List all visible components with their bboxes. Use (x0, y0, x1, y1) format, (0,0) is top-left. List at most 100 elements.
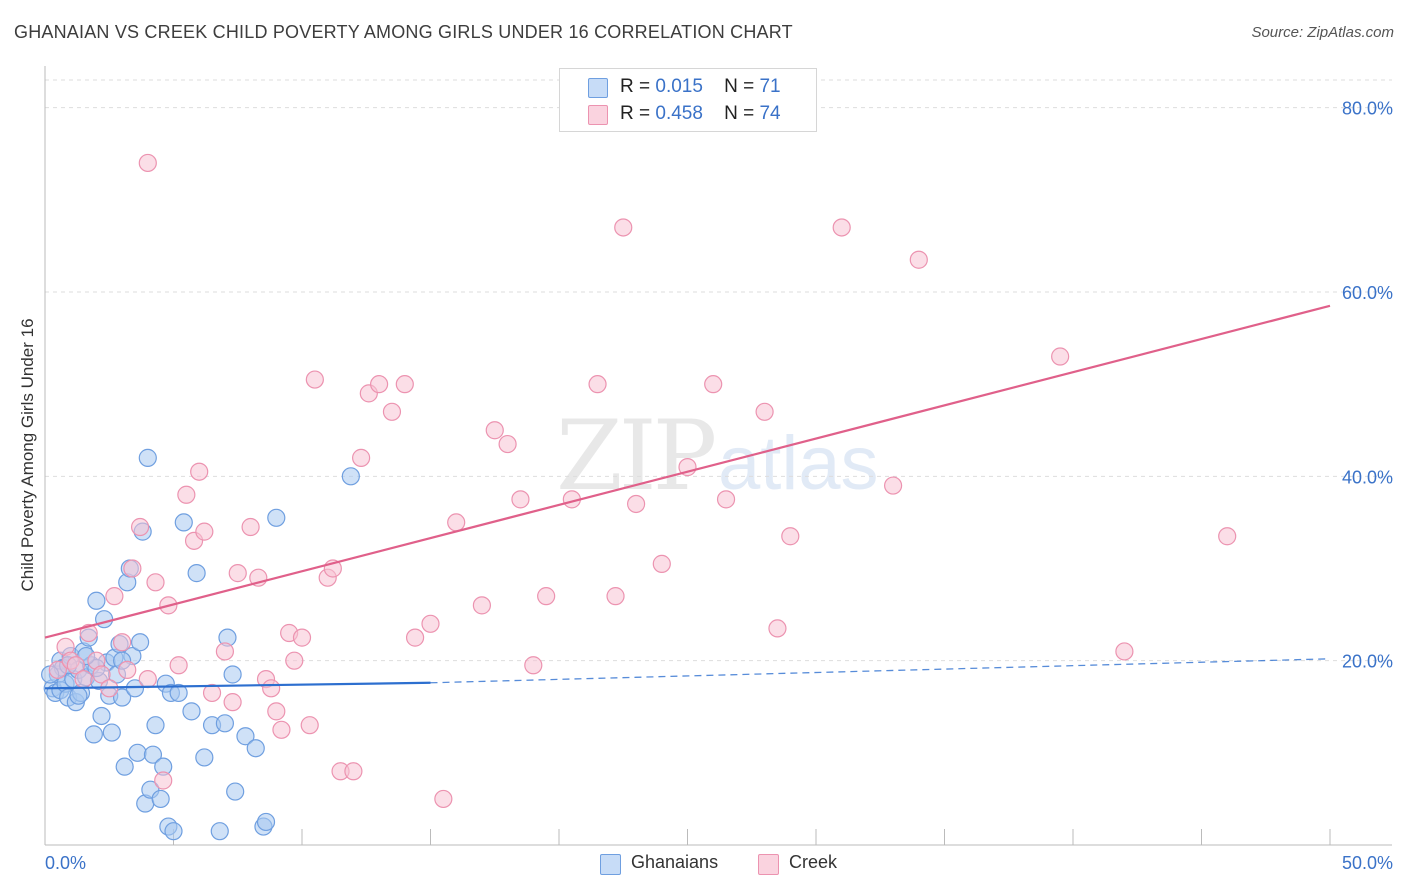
point-ghanaians (151, 789, 170, 809)
point-creek (405, 628, 425, 647)
point-ghanaians (267, 508, 286, 527)
point-creek (1218, 527, 1237, 546)
point-creek (626, 494, 646, 514)
point-ghanaians (130, 633, 150, 652)
point-creek (285, 651, 304, 670)
point-creek (447, 513, 466, 532)
point-ghanaians (223, 665, 242, 684)
correlation-legend: R = 0.015 N = 71 R = 0.458 N = 74 (559, 68, 817, 132)
point-creek (223, 693, 242, 712)
y-tick-label: 40.0% (1342, 467, 1393, 487)
point-creek (130, 517, 150, 537)
point-creek (606, 587, 625, 606)
legend-n-label: N = (724, 76, 755, 97)
point-creek (195, 522, 214, 541)
legend-swatch-creek (758, 854, 779, 875)
point-creek (472, 596, 491, 615)
point-creek (267, 702, 286, 721)
point-creek (66, 656, 85, 675)
legend-r-label: R = (620, 76, 651, 97)
point-creek (177, 485, 196, 504)
point-creek (138, 669, 157, 689)
point-creek (511, 490, 530, 509)
point-creek (190, 462, 209, 481)
point-ghanaians (256, 812, 276, 832)
chart-title: GHANAIAN VS CREEK CHILD POVERTY AMONG GI… (14, 22, 793, 42)
point-ghanaians (143, 745, 163, 764)
legend-swatch-ghanaians (588, 78, 608, 98)
point-creek (202, 683, 222, 703)
point-creek (755, 402, 774, 421)
point-ghanaians (128, 743, 147, 762)
point-ghanaians (69, 686, 88, 705)
point-creek (498, 434, 517, 454)
point-ghanaians (174, 513, 193, 532)
source-credit: Source: ZipAtlas.com (1251, 24, 1394, 41)
point-ghanaians (112, 688, 132, 707)
point-creek (524, 656, 543, 675)
point-creek (1051, 347, 1070, 366)
trend-line-ghanaians-extrapolated (430, 658, 1331, 684)
point-creek (154, 771, 173, 790)
point-creek (370, 375, 389, 394)
point-ghanaians (138, 448, 157, 467)
point-creek (300, 716, 319, 735)
point-creek (79, 623, 98, 643)
legend-n-value-ghanaians: 71 (759, 76, 781, 97)
point-creek (434, 789, 453, 809)
point-creek (215, 642, 234, 661)
point-creek (768, 619, 787, 638)
point-ghanaians (87, 591, 106, 610)
legend-label-creek: Creek (789, 852, 838, 872)
point-ghanaians (195, 748, 214, 767)
point-creek (146, 573, 165, 592)
watermark-zip: ZIP (556, 400, 717, 512)
point-ghanaians (92, 706, 111, 726)
point-creek (716, 490, 736, 509)
point-creek (883, 476, 903, 495)
point-creek (118, 660, 137, 679)
legend-n-value-creek: 74 (759, 103, 781, 124)
point-ghanaians (102, 723, 121, 742)
point-ghanaians (164, 822, 183, 841)
legend-r-label: R = (620, 103, 651, 124)
y-tick-label: 60.0% (1342, 283, 1393, 303)
point-creek (485, 421, 504, 440)
point-ghanaians (226, 782, 245, 801)
point-creek (292, 628, 312, 647)
point-creek (832, 218, 851, 237)
legend-r-value-creek: 0.458 (655, 103, 703, 124)
point-ghanaians (215, 714, 234, 733)
x-tick-label: 50.0% (1342, 853, 1393, 873)
trend-line-ghanaians (44, 681, 431, 690)
point-ghanaians (246, 739, 265, 758)
point-creek (781, 527, 800, 546)
point-ghanaians (210, 822, 229, 841)
point-ghanaians (187, 564, 206, 583)
point-creek (352, 448, 371, 467)
point-creek (272, 720, 291, 739)
legend-r-value-ghanaians: 0.015 (655, 76, 703, 97)
point-creek (138, 153, 157, 173)
point-creek (344, 762, 363, 781)
point-creek (305, 370, 324, 389)
point-creek (74, 669, 93, 689)
legend-swatch-creek (588, 105, 608, 125)
point-ghanaians (84, 725, 103, 744)
point-creek (614, 218, 633, 237)
watermark-atlas: atlas (718, 421, 879, 506)
point-creek (588, 375, 607, 394)
point-ghanaians (169, 683, 188, 703)
point-ghanaians (146, 716, 165, 735)
trend-line-creek (44, 304, 1331, 639)
point-creek (395, 375, 414, 394)
point-ghanaians (341, 467, 360, 486)
point-ghanaians (182, 702, 201, 721)
point-creek (421, 614, 440, 633)
legend-label-ghanaians: Ghanaians (631, 852, 719, 872)
x-tick-label: 0.0% (45, 853, 86, 873)
legend-swatch-ghanaians (600, 854, 621, 875)
point-creek (92, 665, 111, 684)
point-creek (909, 250, 928, 269)
